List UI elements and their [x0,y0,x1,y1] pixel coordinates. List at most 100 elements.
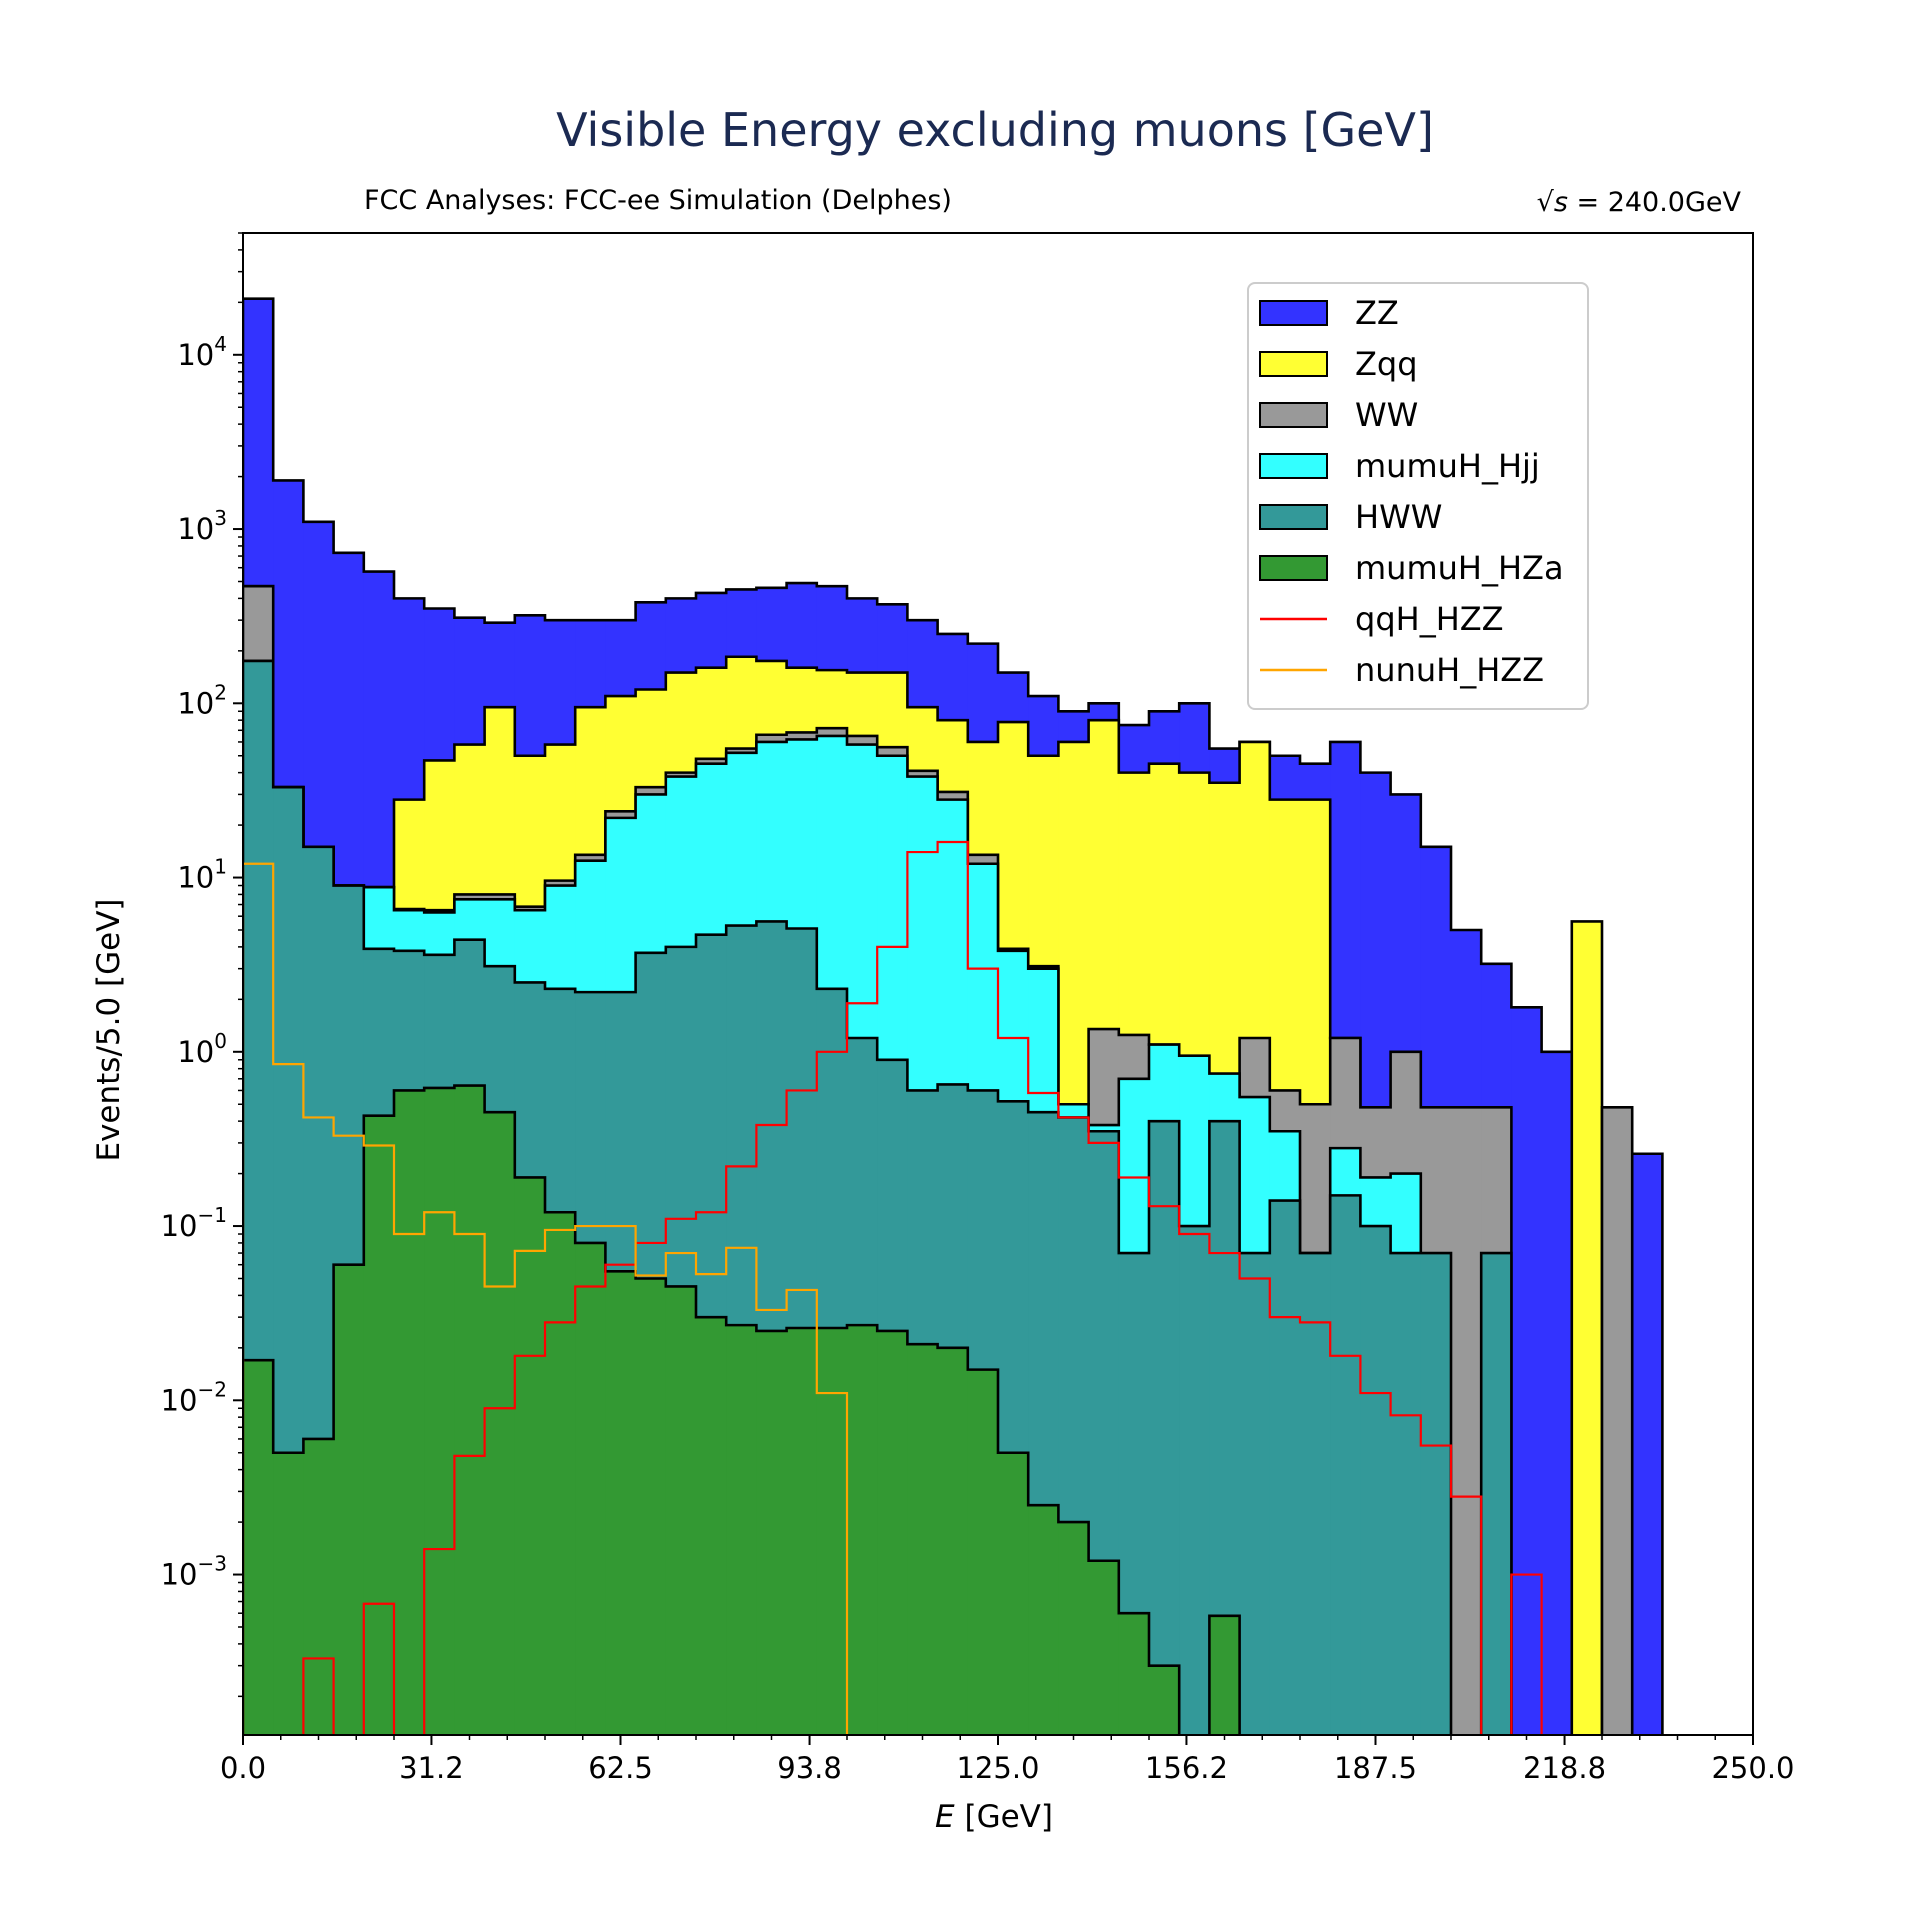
legend-label: nunuH_HZZ [1355,651,1544,689]
y-axis-label: Events/5.0 [GeV] [91,898,127,1161]
bar-mumuh-hza [1209,1615,1241,1735]
y-axis-ticks: 104 103 102 101 100 10−1 10−2 10−3 [161,232,243,1698]
bar-hww [1149,1121,1180,1735]
legend-label: ZZ [1355,294,1399,332]
x-tick-label: 0.0 [220,1751,266,1785]
x-tick-label: 125.0 [956,1751,1039,1785]
y-tick-label: 104 [177,332,227,372]
bar-mumuh-hza [937,1347,969,1735]
legend-swatch [1259,351,1328,377]
legend-label: WW [1355,396,1418,434]
bar-mumuh-hza [454,1085,486,1735]
x-tick-label: 187.5 [1334,1751,1417,1785]
bar-mumuh-hza [545,1212,576,1735]
bar-mumuh-hza [424,1087,455,1735]
bar-mumuh-hza [635,1278,667,1735]
bar-hww [1390,1253,1422,1735]
legend-swatch [1259,555,1328,581]
bar-mumuh-hza [786,1327,818,1735]
legend-item-qqh-hzz: qqH_HZZ [1260,600,1504,638]
chart-title: Visible Energy excluding muons [GeV] [556,103,1434,157]
bar-mumuh-hza [1088,1560,1120,1735]
bar-mumuh-hza [303,1438,335,1735]
legend-item-ww: WW [1259,396,1418,434]
x-axis-ticks: 0.0 31.2 62.5 93.8 125.0 156.2 187.5 218.8 250.0 [220,1735,1795,1785]
bar-mumuh-hza [1149,1665,1180,1735]
legend-label: HWW [1355,498,1442,536]
bar-zz [1632,1153,1663,1735]
y-tick-label: 100 [177,1029,227,1069]
bar-mumuh-hza [998,1452,1029,1735]
legend: ZZ Zqq WW mumuH_Hjj HWW mumuH_HZa qqH_HZZ nunuH… [1247,282,1589,710]
plot-marks [243,297,1664,1735]
bar-mumuh-hza [847,1325,878,1735]
bar-mumuh-hza [1058,1522,1090,1735]
legend-item-zqq: Zqq [1259,345,1418,383]
y-tick-label: 10−1 [161,1203,227,1243]
y-tick-label: 102 [177,680,227,720]
legend-swatch [1259,300,1328,326]
x-axis-label: E [GeV] [935,1799,1053,1835]
legend-label: qqH_HZZ [1355,600,1504,638]
bar-zz [1541,1051,1573,1735]
legend-item-hww: HWW [1259,498,1442,536]
legend-label: Zqq [1355,345,1418,383]
bar-ww [1451,1107,1482,1735]
legend-item-mumuh-hza: mumuH_HZa [1259,549,1564,587]
x-tick-label: 156.2 [1145,1751,1228,1785]
bar-mumuh-hza [816,1327,848,1735]
bar-hww [1269,1200,1301,1735]
legend-label: mumuH_HZa [1355,549,1564,587]
legend-item-mumuh-hjj: mumuH_Hjj [1259,447,1540,485]
bar-mumuh-hza [907,1344,939,1735]
bar-mumuh-hza [1118,1613,1150,1735]
outline-ww [243,584,1634,1735]
y-tick-label: 10−2 [161,1377,227,1417]
bar-mumuh-hza [484,1112,516,1735]
bar-mumuh-hza [273,1452,304,1735]
series-mumuh-hza [243,1084,1241,1735]
x-tick-label: 93.8 [777,1751,842,1785]
plot-area [242,232,1754,1736]
bar-mumuh-hza [575,1242,606,1735]
bar-hww [1239,1253,1271,1735]
bar-mumuh-hza [1028,1505,1059,1735]
bar-mumuh-hza [756,1330,788,1735]
legend-box [1247,282,1589,710]
outline-mumuh-hza [243,1084,1241,1735]
bar-ww [1602,1107,1633,1735]
legend-label: mumuH_Hjj [1355,447,1540,485]
x-tick-label: 250.0 [1711,1751,1794,1785]
bar-mumuh-hza [243,1360,274,1735]
bar-mumuh-hza [967,1369,999,1735]
bar-zz [1511,1007,1543,1735]
legend-item-zz: ZZ [1259,294,1399,332]
chart-subtitle-right: √s = 240.0GeV [1537,187,1742,218]
chart-subtitle-left: FCC Analyses: FCC-ee Simulation (Delphes… [364,185,952,216]
bar-mumuh-hza [877,1330,908,1735]
bar-zqq [1571,921,1603,1735]
y-tick-label: 101 [177,855,227,895]
line-nunuh-hzz [243,862,849,1735]
bar-mumuh-hza [696,1317,727,1735]
bar-mumuh-hza [363,1115,395,1735]
x-tick-label: 62.5 [588,1751,653,1785]
y-tick-label: 103 [177,506,227,546]
bar-mumuh-hza [605,1271,637,1735]
bar-mumuh-hza [394,1090,425,1735]
line-qqh-hzz [302,840,1543,1735]
sqrt-s-symbol: √s [1537,187,1568,218]
bar-mumuh-hza [726,1325,757,1735]
legend-swatch [1259,402,1328,428]
outline-mumuh-hjj [243,659,1423,1735]
bar-mumuh-hza [665,1286,697,1735]
bar-mumuh-hza [333,1264,365,1735]
y-tick-label: 10−3 [161,1552,227,1592]
x-tick-label: 218.8 [1523,1751,1606,1785]
legend-swatch [1259,504,1328,530]
legend-swatch [1259,453,1328,479]
x-axis-label-unit: [GeV] [955,1799,1053,1835]
bar-mumuh-hza [514,1177,546,1735]
bar-hww [1360,1226,1392,1735]
